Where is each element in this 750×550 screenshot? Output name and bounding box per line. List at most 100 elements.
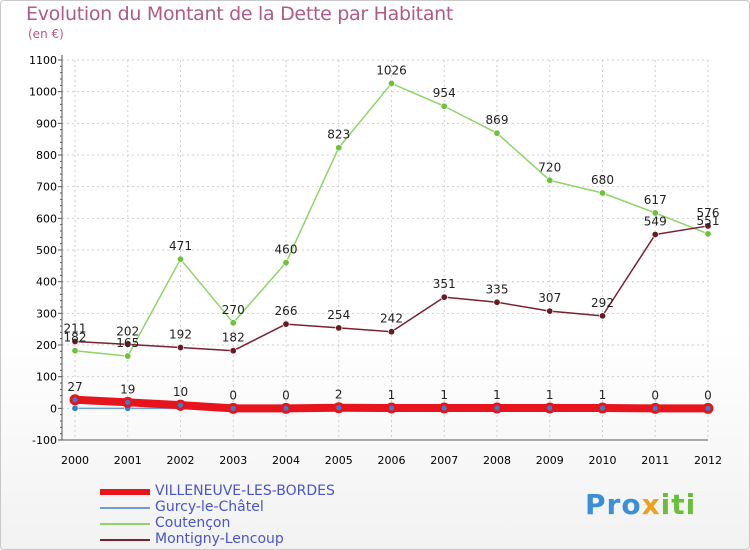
x-tick-label: 2007 <box>430 454 458 467</box>
data-point <box>282 259 290 267</box>
data-point-center <box>230 405 236 411</box>
proxiti-logo: Proxiti <box>585 488 697 521</box>
x-tick-label: 2011 <box>641 454 669 467</box>
x-tick-label: 2008 <box>483 454 511 467</box>
y-tick-label: 1000 <box>29 86 57 99</box>
data-label: 680 <box>591 173 614 187</box>
data-point <box>651 230 659 238</box>
y-tick-label: 800 <box>36 149 57 162</box>
y-tick-label: -100 <box>32 434 57 447</box>
data-label: 720 <box>538 160 561 174</box>
data-point <box>177 344 185 352</box>
y-tick-label: 100 <box>36 371 57 384</box>
data-point-center <box>494 405 500 411</box>
data-label: 0 <box>229 388 237 402</box>
data-label: 202 <box>116 324 139 338</box>
data-label: 471 <box>169 239 192 253</box>
y-tick-label: 700 <box>36 181 57 194</box>
data-point-center <box>125 399 131 405</box>
data-label: 266 <box>275 304 298 318</box>
x-tick-label: 2012 <box>694 454 722 467</box>
data-label: 307 <box>538 291 561 305</box>
data-label: 1 <box>493 388 501 402</box>
data-label: 576 <box>697 206 720 220</box>
data-point <box>71 404 79 412</box>
y-tick-label: 200 <box>36 339 57 352</box>
x-tick-label: 2002 <box>167 454 195 467</box>
y-tick-label: 300 <box>36 307 57 320</box>
data-point <box>124 340 132 348</box>
data-point <box>335 144 343 152</box>
data-point <box>71 338 79 346</box>
data-point <box>598 189 606 197</box>
data-label: 165 <box>116 336 139 350</box>
data-point <box>335 324 343 332</box>
data-label: 242 <box>380 312 403 326</box>
legend-swatch <box>100 539 150 541</box>
x-tick-label: 2005 <box>325 454 353 467</box>
data-point-center <box>547 405 553 411</box>
data-label: 182 <box>64 331 87 345</box>
data-label: 460 <box>275 243 298 257</box>
x-tick-label: 2000 <box>61 454 89 467</box>
data-point <box>546 176 554 184</box>
data-point <box>704 230 712 238</box>
data-point <box>229 319 237 327</box>
data-label: 954 <box>433 86 456 100</box>
data-point <box>387 79 395 87</box>
legend-swatch <box>100 507 150 509</box>
data-point <box>124 352 132 360</box>
y-tick-label: 400 <box>36 276 57 289</box>
data-point-center <box>72 397 78 403</box>
data-point-center <box>705 405 711 411</box>
data-label: 1 <box>599 388 607 402</box>
data-label: 192 <box>169 328 192 342</box>
data-label: 211 <box>64 322 87 336</box>
y-tick-label: 900 <box>36 117 57 130</box>
data-label: 617 <box>644 193 667 207</box>
y-tick-label: 500 <box>36 244 57 257</box>
data-point <box>282 320 290 328</box>
data-label: 335 <box>486 282 509 296</box>
data-point <box>387 328 395 336</box>
data-label: 1 <box>546 388 554 402</box>
data-label: 182 <box>222 331 245 345</box>
data-label: 2 <box>335 388 343 402</box>
data-point <box>493 298 501 306</box>
data-point <box>229 347 237 355</box>
data-point <box>177 255 185 263</box>
y-tick-label: 1100 <box>29 54 57 67</box>
data-point <box>493 129 501 137</box>
x-tick-label: 2009 <box>536 454 564 467</box>
y-tick-label: 600 <box>36 212 57 225</box>
data-point <box>598 312 606 320</box>
data-label: 292 <box>591 296 614 310</box>
chart-unit: (en €) <box>28 27 64 41</box>
data-label: 1 <box>440 388 448 402</box>
data-point-center <box>388 405 395 411</box>
data-point <box>546 307 554 315</box>
legend-swatch <box>100 489 150 495</box>
data-label: 0 <box>282 388 290 402</box>
data-point-center <box>177 402 184 408</box>
data-label: 270 <box>222 303 245 317</box>
legend-label: Coutençon <box>155 515 231 531</box>
data-point <box>440 102 448 110</box>
data-label: 0 <box>651 388 659 402</box>
x-tick-label: 2004 <box>272 454 300 467</box>
data-point <box>440 293 448 301</box>
data-point-center <box>599 405 606 411</box>
data-label: 549 <box>644 214 667 228</box>
data-point-center <box>336 405 342 411</box>
data-point-center <box>441 405 447 411</box>
data-label: 551 <box>697 214 720 228</box>
legend-swatch <box>100 523 150 525</box>
legend-label: VILLENEUVE-LES-BORDES <box>155 483 335 499</box>
data-point <box>71 347 79 355</box>
data-label: 823 <box>327 128 350 142</box>
data-point <box>651 209 659 217</box>
x-tick-label: 2010 <box>589 454 617 467</box>
legend-label: Montigny-Lencoup <box>155 531 284 547</box>
data-point-center <box>283 405 289 411</box>
